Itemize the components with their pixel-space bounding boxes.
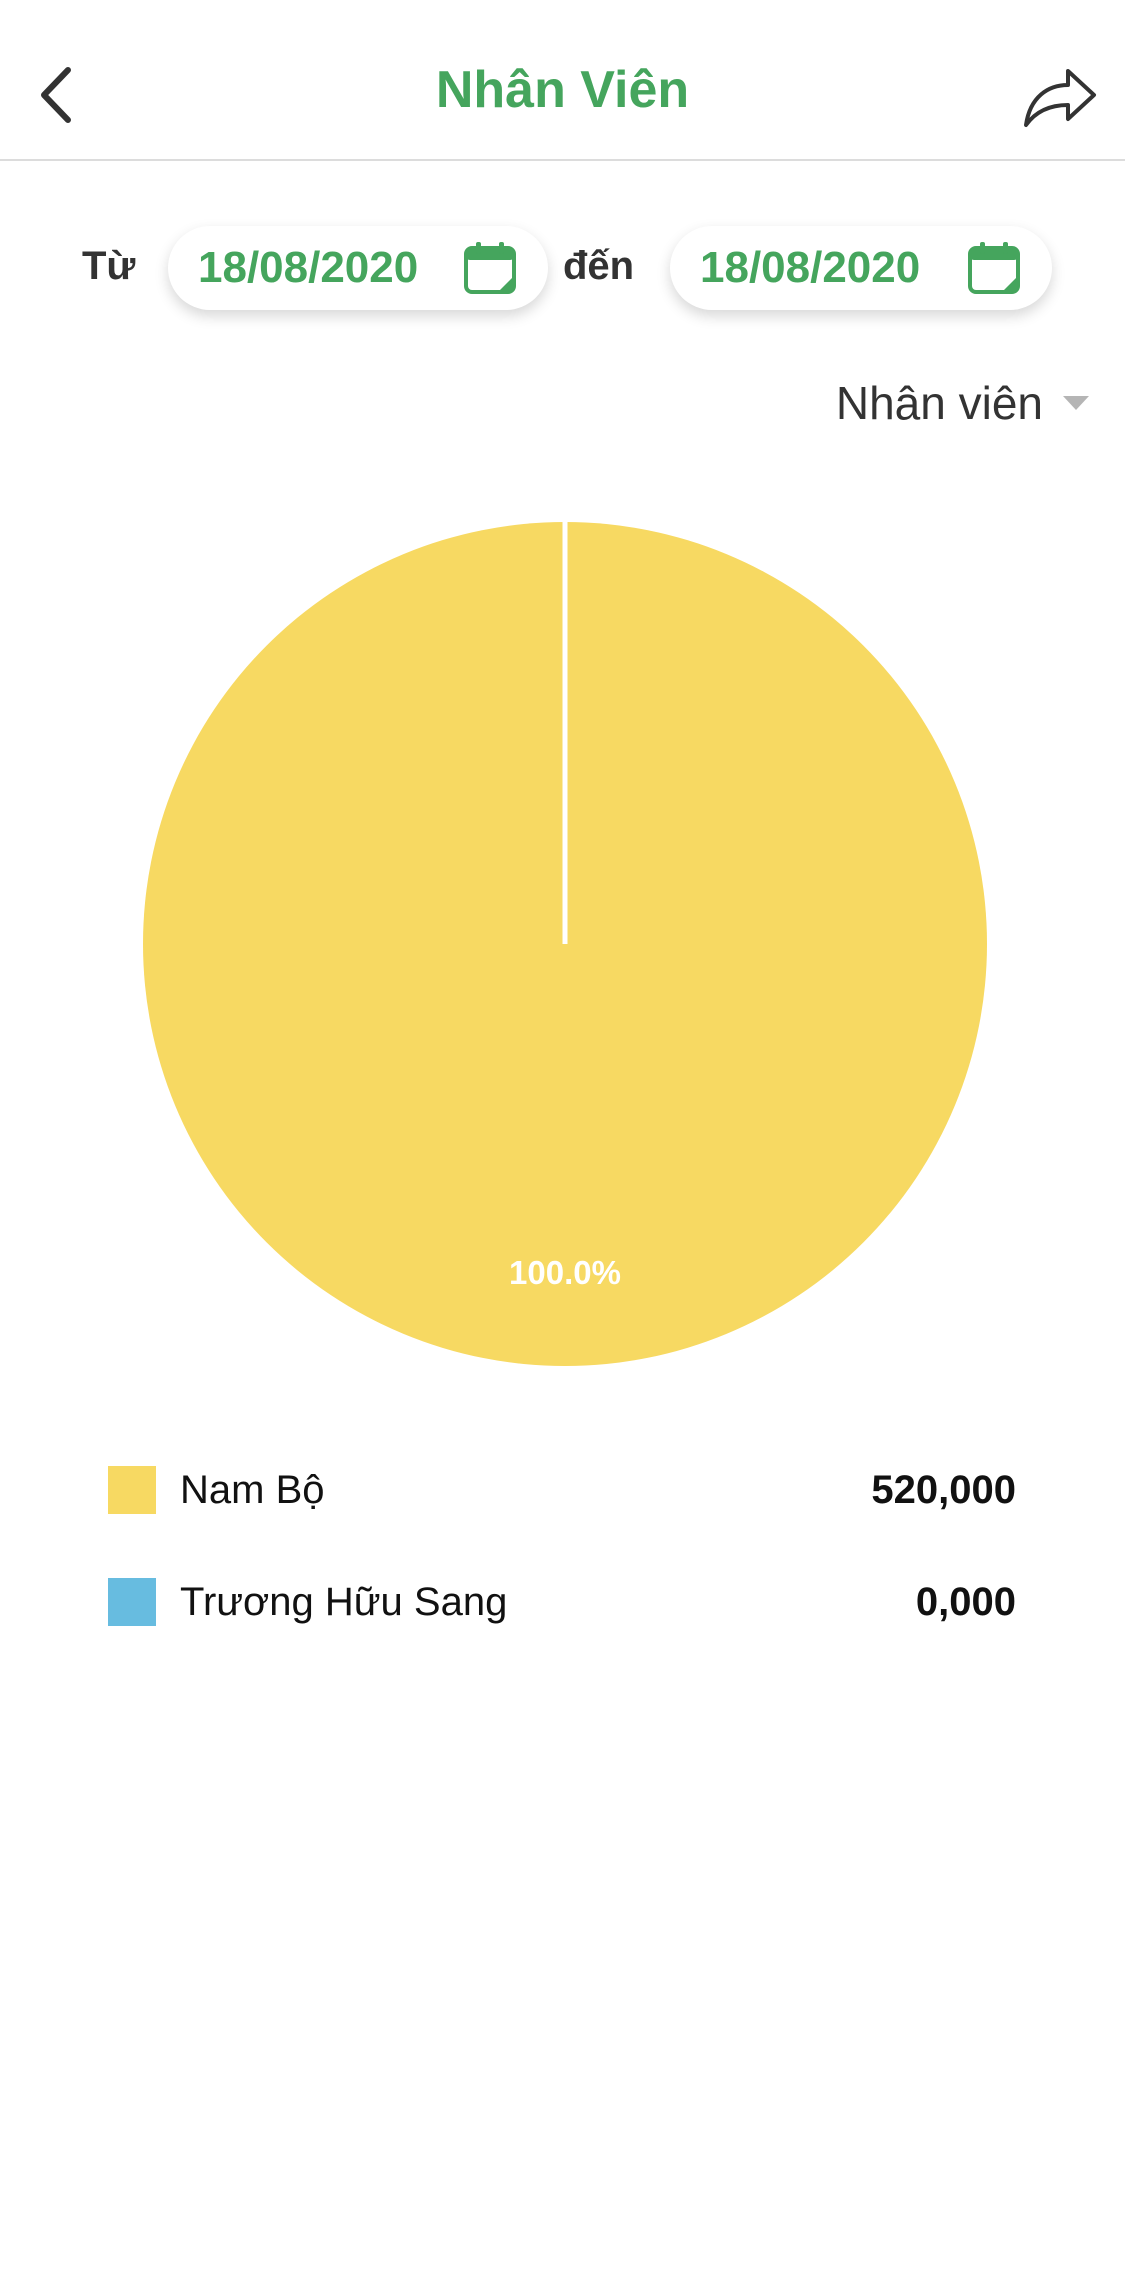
from-date-value: 18/08/2020 [198, 243, 419, 292]
legend-item: Trương Hữu Sang 0,000 [108, 1576, 1016, 1688]
legend-value: 520,000 [871, 1468, 1016, 1512]
dropdown-selected-value: Nhân viên [835, 377, 1043, 429]
legend-item: Nam Bộ 520,000 [108, 1464, 1016, 1576]
to-date-value: 18/08/2020 [700, 243, 921, 292]
caret-down-icon [1063, 396, 1089, 410]
legend-value: 0,000 [915, 1580, 1016, 1624]
legend-swatch [108, 1578, 156, 1626]
calendar-icon [968, 242, 1020, 294]
legend-label: Nam Bộ [180, 1468, 325, 1512]
to-label: đến [563, 244, 635, 288]
slice-percent-label: 100.0% [509, 1254, 621, 1291]
from-label: Từ [82, 244, 136, 288]
chevron-left-icon [41, 67, 71, 123]
date-range: Từ 18/08/2020 đến 18/08/2020 [0, 222, 1125, 314]
share-arrow-icon [1024, 69, 1096, 127]
chart-legend: Nam Bộ 520,000 Trương Hữu Sang 0,000 [108, 1464, 1016, 1688]
pie-chart: 100.0% [143, 522, 987, 1366]
legend-swatch [108, 1466, 156, 1514]
header-bar: Nhân Viên [0, 0, 1125, 161]
to-date-picker[interactable]: 18/08/2020 [670, 226, 1052, 310]
calendar-icon [464, 242, 516, 294]
group-by-dropdown[interactable]: Nhân viên [836, 370, 1091, 436]
pie-chart-svg: 100.0% [143, 522, 987, 1366]
page-title: Nhân Viên [435, 61, 690, 119]
share-button[interactable] [1015, 50, 1105, 140]
legend-label: Trương Hữu Sang [180, 1580, 508, 1624]
back-button[interactable] [22, 50, 92, 140]
from-date-picker[interactable]: 18/08/2020 [168, 226, 548, 310]
